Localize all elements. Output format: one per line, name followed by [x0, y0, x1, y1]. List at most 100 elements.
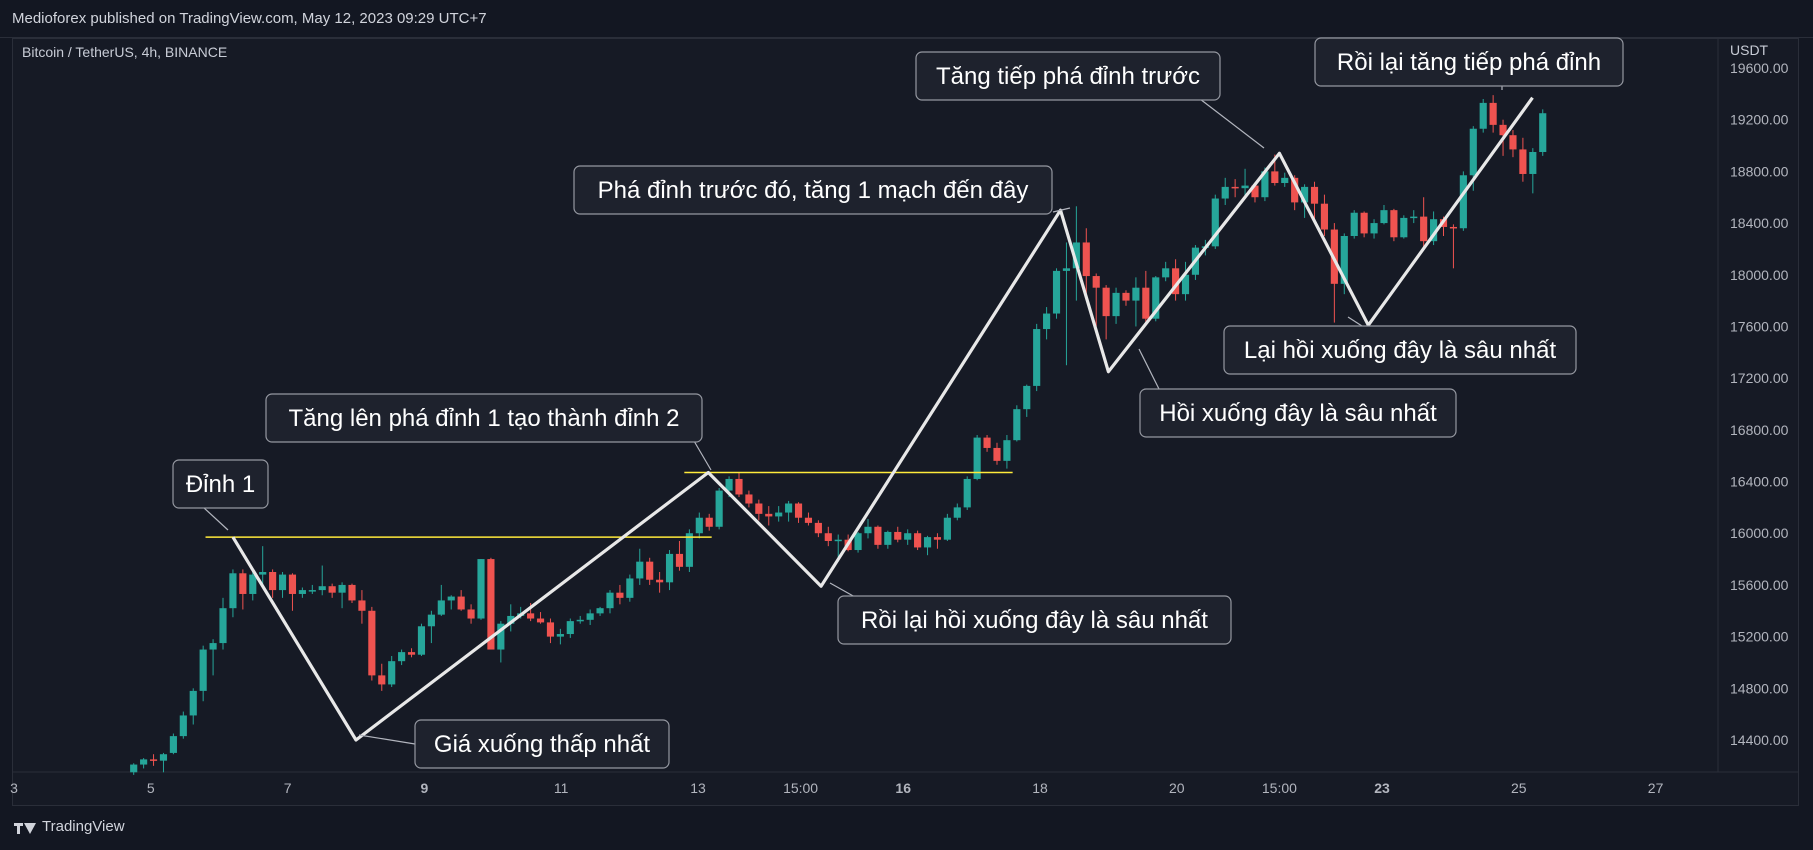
candle: [1132, 277, 1140, 327]
time-tick-label: 15:00: [783, 780, 818, 796]
candle: [1181, 261, 1190, 301]
candle: [556, 628, 564, 645]
candle-body: [427, 614, 435, 627]
candle-body: [199, 649, 207, 691]
callout-box: [573, 165, 1053, 215]
candle-body: [715, 490, 723, 527]
annotations-layer: Đỉnh 1 Giá xuống thấp nhất Tăng lên phá đỉ…: [172, 37, 1624, 769]
candle-body: [973, 437, 981, 479]
candle: [1231, 179, 1239, 198]
time-tick-label: 3: [10, 780, 18, 796]
candle-body: [834, 539, 842, 542]
price-tick-label: 18800.00: [1730, 163, 1789, 179]
candle-body: [507, 615, 515, 624]
candle: [1281, 172, 1289, 187]
candle-body: [923, 537, 932, 548]
candle-body: [636, 561, 644, 579]
candle-body: [745, 494, 753, 504]
candle: [427, 610, 435, 644]
price-tick-label: 16000.00: [1730, 525, 1789, 541]
time-tick-label: 5: [147, 780, 155, 796]
candle-body: [1410, 216, 1418, 219]
candle-body: [933, 537, 942, 540]
candle: [1390, 208, 1398, 242]
candle: [953, 503, 961, 521]
candle: [923, 535, 932, 556]
candle-body: [1142, 287, 1150, 319]
candle: [1479, 99, 1487, 133]
candle-body: [1152, 277, 1160, 319]
callout-leader: [1138, 348, 1160, 390]
candle: [1459, 171, 1467, 231]
candle-body: [130, 764, 138, 773]
candle: [1221, 177, 1229, 205]
time-axis: 3 5 7 9 11 13 15:00 16 18 20 15:00 23 25 27: [10, 780, 1663, 796]
candle: [1033, 323, 1041, 392]
candle: [735, 472, 743, 498]
candle: [1430, 211, 1438, 246]
candle-body: [1112, 292, 1120, 317]
candle: [1082, 228, 1090, 301]
time-tick-label: 13: [690, 780, 706, 796]
candle: [646, 557, 654, 585]
candle-body: [1082, 242, 1090, 277]
callout-text: Tăng lên phá đỉnh 1 tạo thành đỉnh 2: [289, 405, 680, 432]
candle-body: [566, 621, 574, 635]
candle-body: [1231, 186, 1239, 189]
candle: [755, 499, 763, 521]
candle: [1420, 197, 1428, 249]
candle-body: [626, 578, 634, 598]
candle: [1400, 215, 1408, 239]
candle-body: [1023, 385, 1031, 410]
candle: [1489, 95, 1497, 133]
candle-body: [1320, 203, 1329, 230]
candle-body: [755, 503, 763, 514]
candle-body: [735, 478, 743, 495]
candle: [1410, 210, 1418, 224]
candle-body: [1370, 223, 1378, 234]
candle-body: [616, 592, 624, 598]
time-tick-label: 18: [1032, 780, 1048, 796]
candle: [398, 649, 406, 666]
price-tick-label: 16800.00: [1730, 422, 1789, 438]
candle-body: [328, 586, 336, 593]
symbol-title[interactable]: Bitcoin / TetherUS, 4h, BINANCE: [22, 44, 228, 60]
candle: [675, 540, 684, 571]
candle-body: [904, 533, 912, 540]
candle: [596, 606, 604, 616]
candle: [368, 606, 376, 681]
candle-body: [914, 533, 922, 548]
candle-body: [278, 574, 287, 591]
candle-body: [596, 608, 604, 614]
candle-body: [159, 754, 168, 761]
candle: [308, 584, 316, 594]
candle: [239, 569, 247, 610]
candle: [1013, 405, 1021, 442]
candle: [1122, 290, 1130, 306]
candle: [794, 502, 803, 523]
candle-body: [586, 613, 594, 620]
candle-body: [963, 478, 971, 508]
candle: [1112, 287, 1120, 324]
candle-body: [1271, 171, 1279, 184]
candle: [874, 525, 882, 549]
callout-leader: [202, 506, 229, 531]
candle: [715, 488, 723, 530]
callout-text: Lại hồi xuống đây là sâu nhất: [1244, 337, 1557, 364]
candle: [338, 582, 346, 609]
candle: [358, 590, 366, 624]
candle-body: [149, 759, 158, 761]
candle: [1023, 384, 1031, 417]
candle-body: [1261, 171, 1269, 198]
candle: [507, 604, 515, 632]
callout-box: [1139, 388, 1457, 438]
price-axis: 14400.00 14800.00 15200.00 15600.00 16000.00…: [1730, 60, 1789, 748]
candle-body: [219, 608, 227, 644]
tradingview-brand[interactable]: TradingView: [14, 818, 125, 835]
candle: [775, 506, 783, 522]
candle: [447, 595, 455, 610]
candle-body: [646, 561, 654, 580]
candle-body: [229, 573, 237, 609]
time-tick-label: 15:00: [1262, 780, 1297, 796]
